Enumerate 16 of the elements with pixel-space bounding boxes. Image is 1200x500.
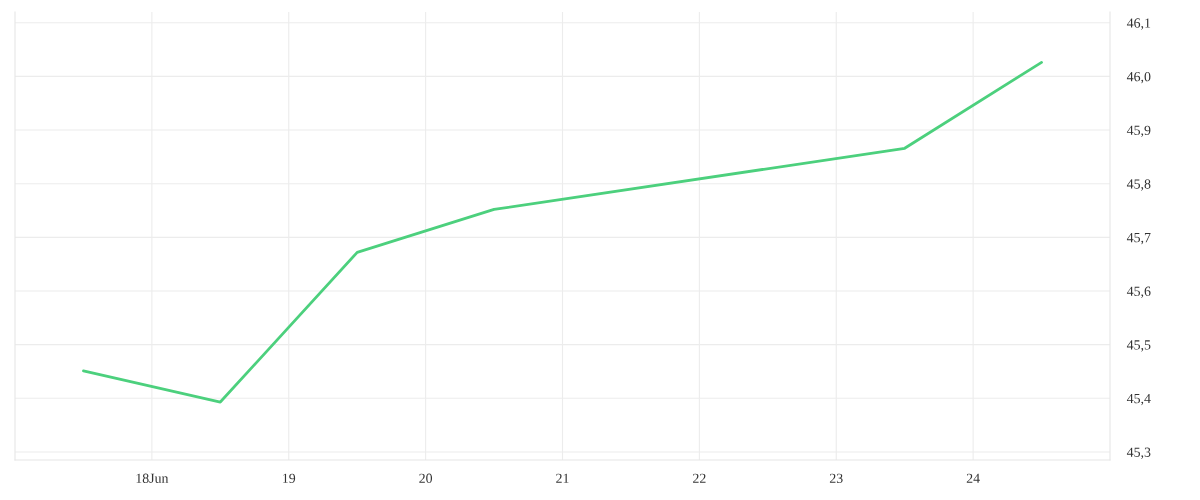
x-tick-label: 22 (693, 473, 706, 483)
y-tick-label: 45,4 (1126, 393, 1151, 406)
y-tick-label: 45,9 (1126, 125, 1151, 137)
y-tick-label: 46,1 (1126, 18, 1151, 30)
y-tick-label: 45,3 (1126, 447, 1151, 459)
y-tick-label: 46,0 (1126, 71, 1151, 84)
y-tick-label: 45,5 (1126, 340, 1151, 352)
x-tick-label: 24 (966, 473, 980, 483)
x-tick-label: 21 (556, 473, 569, 483)
y-tick-label: 45,7 (1126, 233, 1151, 245)
x-tick-label: 20 (419, 473, 433, 483)
y-tick-label: 45,8 (1126, 179, 1151, 191)
x-tick-label: 19 (283, 473, 296, 483)
x-tick-label: 23 (829, 473, 843, 483)
y-tick-label: 45,6 (1126, 286, 1151, 298)
x-tick-label: 18Jun (136, 473, 169, 483)
